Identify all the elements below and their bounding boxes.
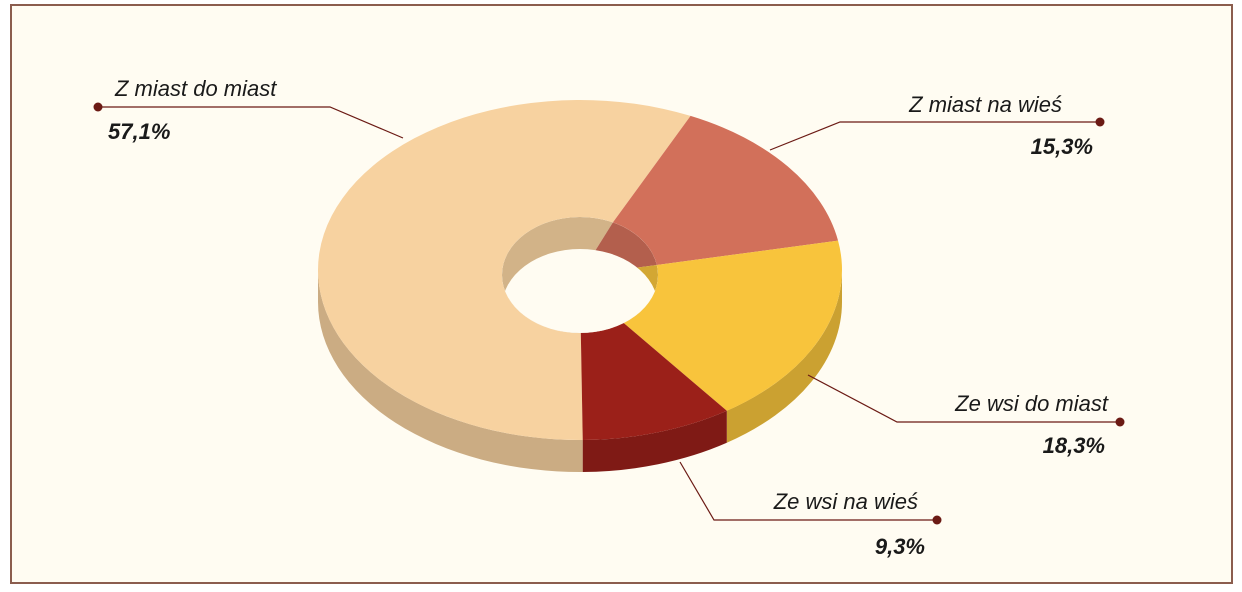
hole-bottom — [502, 249, 658, 333]
slice — [623, 240, 842, 411]
leader-line — [98, 106, 404, 139]
leader-dot — [93, 102, 103, 112]
slice-value: 9,3% — [875, 534, 925, 559]
leader-dot — [1115, 417, 1125, 427]
slice-name: Z miast na wieś — [908, 92, 1062, 117]
slice-name: Ze wsi na wieś — [773, 489, 918, 514]
slice-side — [726, 270, 842, 443]
slice-side — [318, 270, 583, 472]
slice-side — [582, 410, 727, 472]
hole — [502, 217, 658, 333]
slice — [318, 99, 691, 440]
leader-line — [807, 374, 1120, 423]
slice-name: Z miast do miast — [114, 76, 277, 101]
slice — [612, 115, 839, 265]
slice-value: 15,3% — [1031, 134, 1093, 159]
leader-dot — [932, 515, 942, 525]
slice-value: 18,3% — [1043, 433, 1105, 458]
leader-line — [769, 121, 1100, 151]
slice — [580, 323, 727, 440]
slice-name: Ze wsi do miast — [954, 391, 1109, 416]
slice-value: 57,1% — [108, 119, 170, 144]
leader-line — [679, 461, 937, 521]
leader-dot — [1095, 117, 1105, 127]
